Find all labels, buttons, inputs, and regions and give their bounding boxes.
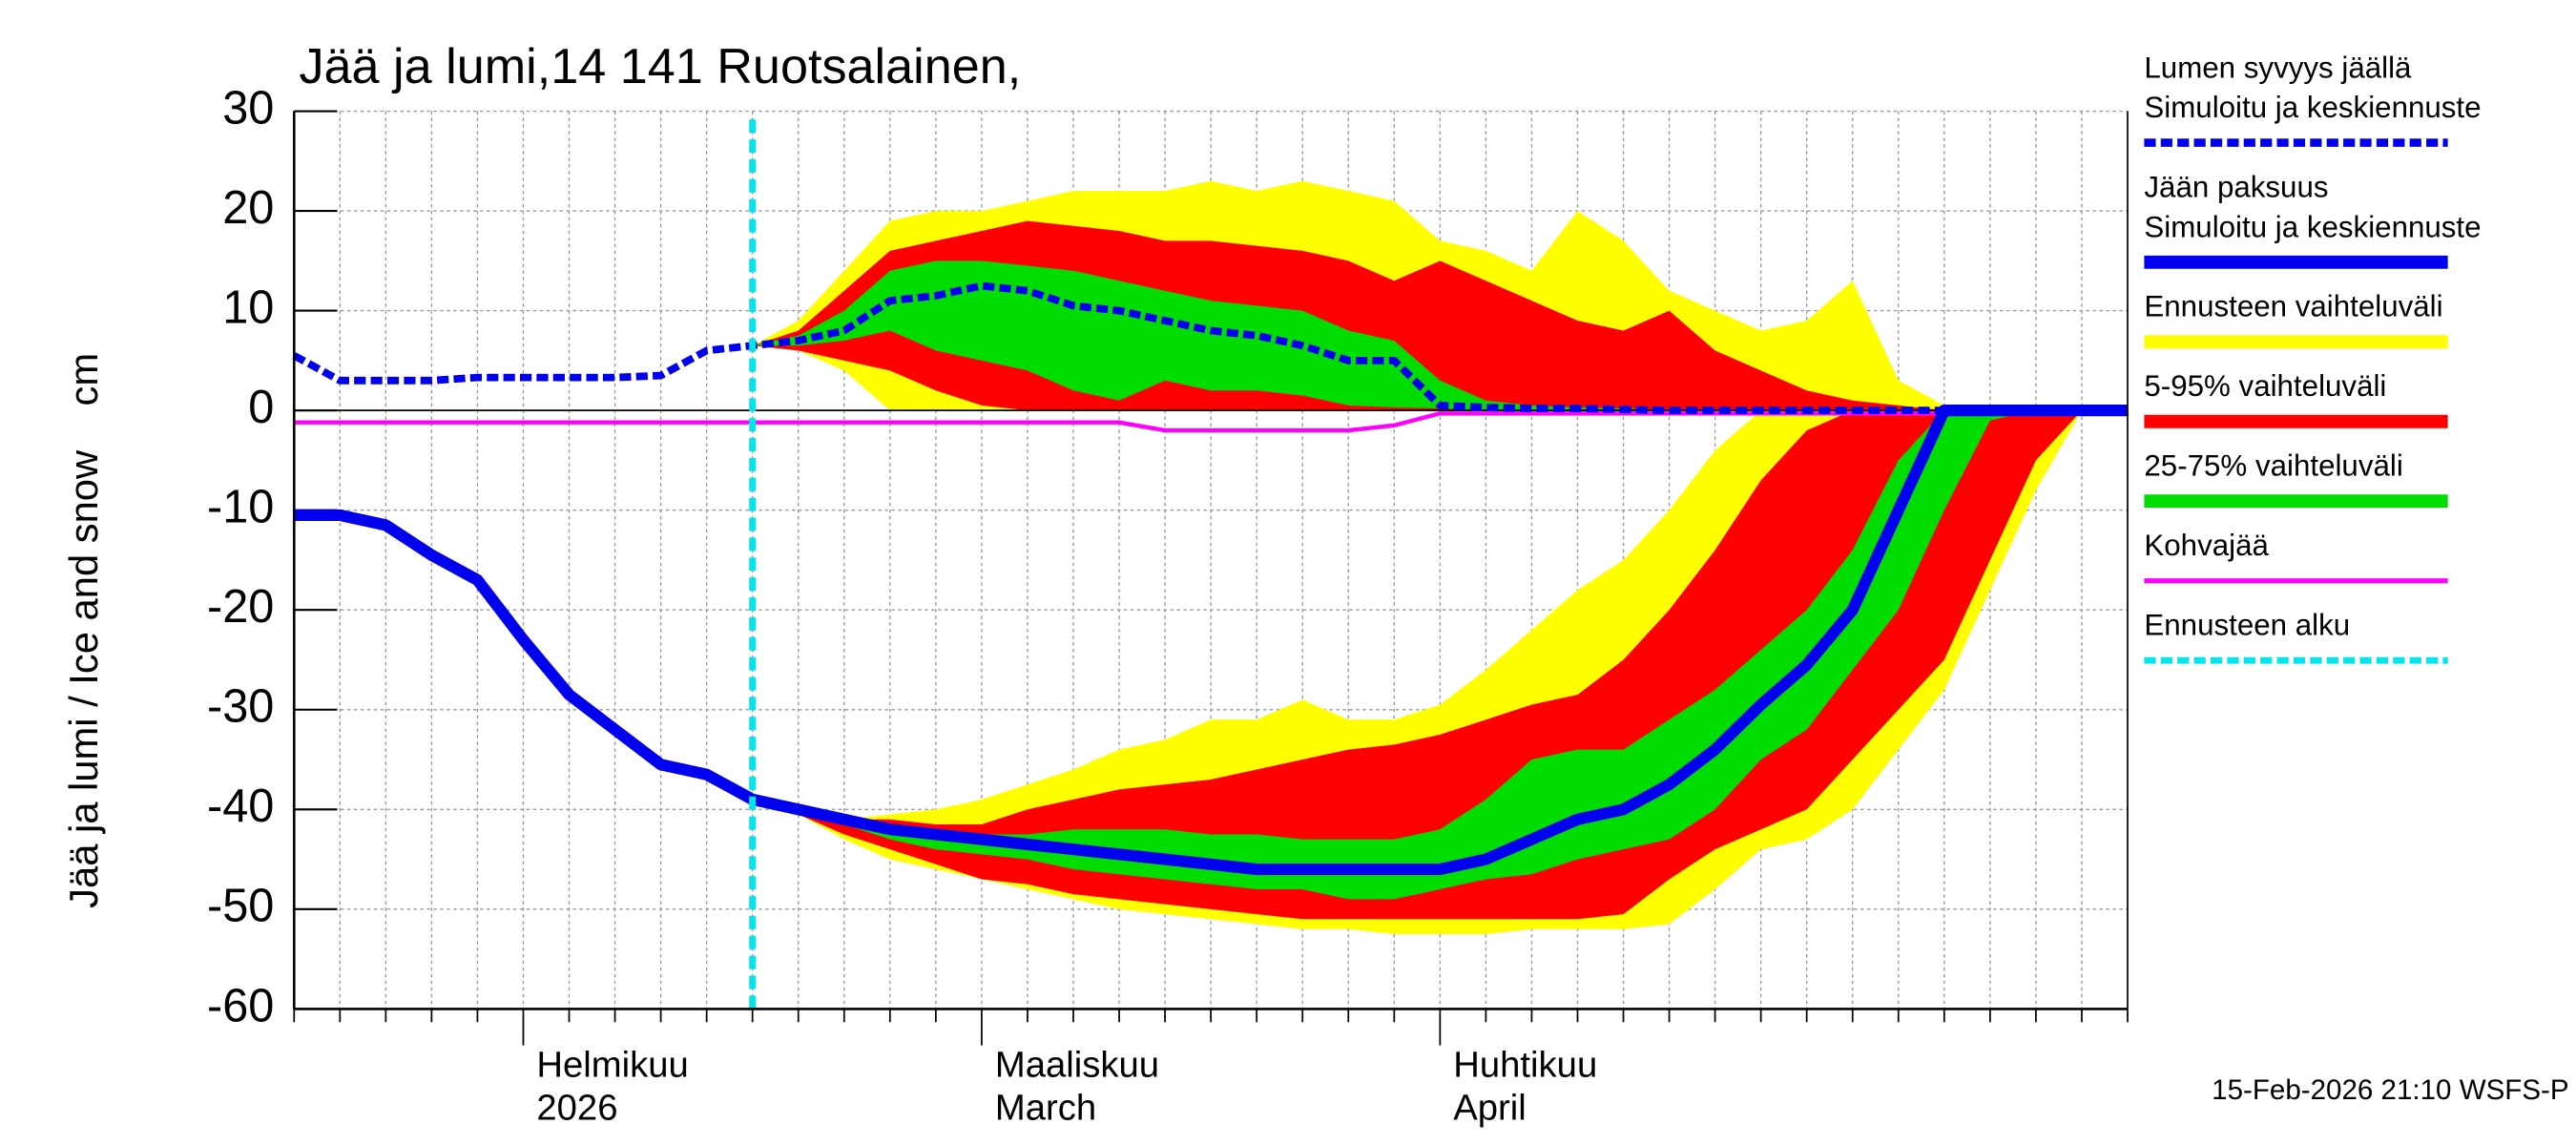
series-line bbox=[292, 281, 2128, 415]
x-tick-label: Huhtikuu bbox=[1453, 1044, 1597, 1085]
legend-label: Ennusteen alku bbox=[2144, 609, 2350, 642]
footer: 15-Feb-2026 21:10 WSFS-P bbox=[2212, 1074, 2568, 1106]
x-tick-label: April bbox=[1453, 1088, 1527, 1129]
y-axis-label: Jää ja lumi / Ice and snow cm bbox=[61, 353, 106, 908]
legend-label: Lumen syvyys jäällä bbox=[2144, 51, 2412, 84]
x-tick-label: March bbox=[995, 1088, 1096, 1129]
y-tick-label: -50 bbox=[207, 881, 274, 932]
y-tick-label: -20 bbox=[207, 581, 274, 633]
y-tick-label: -10 bbox=[207, 482, 274, 533]
x-tick-label: 2026 bbox=[536, 1088, 617, 1129]
y-tick-label: -40 bbox=[207, 781, 274, 832]
y-tick-label: 10 bbox=[222, 281, 274, 333]
y-tick-label: -30 bbox=[207, 681, 274, 733]
y-tick-label: 0 bbox=[248, 382, 274, 433]
legend-label: Jään paksuus bbox=[2144, 171, 2328, 204]
y-tick-label: -60 bbox=[207, 980, 274, 1031]
chart-title: Jää ja lumi,14 141 Ruotsalainen, bbox=[299, 39, 1021, 94]
y-tick-label: 30 bbox=[222, 82, 274, 134]
legend-label: 25-75% vaihteluväli bbox=[2144, 449, 2402, 483]
x-tick-label: Helmikuu bbox=[536, 1044, 688, 1085]
x-tick-label: Maaliskuu bbox=[995, 1044, 1159, 1085]
range-band bbox=[752, 410, 2128, 920]
legend-label: Simuloitu ja keskiennuste bbox=[2144, 91, 2481, 124]
range-band bbox=[752, 260, 2128, 411]
legend-label: Ennusteen vaihteluväli bbox=[2144, 290, 2442, 323]
range-band bbox=[752, 410, 2128, 900]
series-line bbox=[294, 405, 2128, 876]
legend-label: Simuloitu ja keskiennuste bbox=[2144, 210, 2481, 243]
legend-label: 5-95% vaihteluväli bbox=[2144, 369, 2386, 403]
legend-label: Kohvajää bbox=[2144, 529, 2269, 562]
y-tick-label: 20 bbox=[222, 182, 274, 234]
